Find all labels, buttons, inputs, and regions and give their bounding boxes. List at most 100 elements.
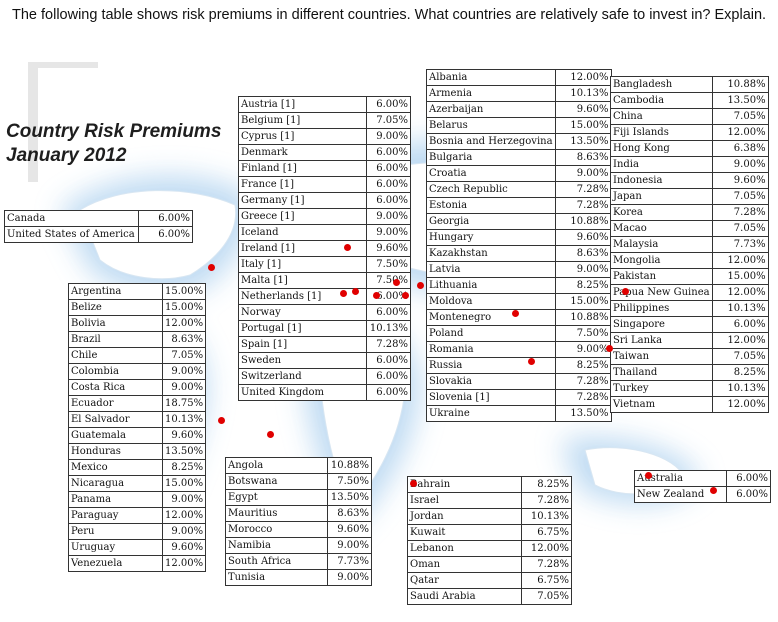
location-marker [352, 288, 359, 295]
risk-premium-value: 6.00% [366, 144, 411, 161]
country-name: Netherlands [1] [238, 288, 367, 305]
country-name: Morocco [225, 521, 328, 538]
country-name: Kazakhstan [426, 245, 556, 262]
table-row: Cambodia 13.50% [610, 92, 769, 109]
country-name: Estonia [426, 197, 556, 214]
table-row: Sri Lanka 12.00% [610, 332, 769, 349]
country-name: Chile [68, 347, 163, 364]
risk-premium-value: 15.00% [554, 293, 612, 310]
table-row: Colombia 9.00% [68, 363, 207, 380]
country-name: Qatar [407, 572, 522, 589]
table-row: Bosnia and Herzegovina 13.50% [426, 133, 612, 150]
risk-premium-value: 7.05% [366, 112, 411, 129]
table-row: Venezuela 12.00% [68, 555, 207, 572]
country-name: Belgium [1] [238, 112, 367, 129]
country-name: Vietnam [610, 396, 713, 413]
risk-premium-value: 6.00% [726, 470, 771, 487]
table-row: Ukraine 13.50% [426, 405, 612, 422]
table-row: Jordan 10.13% [407, 508, 572, 525]
risk-premium-value: 6.00% [366, 192, 411, 209]
risk-premium-value: 9.60% [554, 101, 612, 118]
table-row: Albania 12.00% [426, 69, 612, 86]
table-row: Hong Kong 6.38% [610, 140, 769, 157]
table-row: Sweden 6.00% [238, 352, 411, 369]
table-row: Croatia 9.00% [426, 165, 612, 182]
risk-premium-value: 12.00% [161, 555, 207, 572]
country-name: Bangladesh [610, 76, 713, 93]
risk-premium-value: 6.00% [711, 316, 769, 333]
table-row: Botswana 7.50% [225, 473, 372, 490]
table-row: Australia 6.00% [634, 470, 771, 487]
country-name: Austria [1] [238, 96, 367, 113]
table-row: Singapore 6.00% [610, 316, 769, 333]
frame-bar-top [28, 62, 98, 68]
risk-premium-value: 6.00% [366, 176, 411, 193]
table-row: Oman 7.28% [407, 556, 572, 573]
country-name: Venezuela [68, 555, 163, 572]
table-row: Slovakia 7.28% [426, 373, 612, 390]
table-row: Latvia 9.00% [426, 261, 612, 278]
country-name: Lithuania [426, 277, 556, 294]
table-row: Czech Republic 7.28% [426, 181, 612, 198]
risk-premium-value: 7.05% [711, 348, 769, 365]
country-name: Portugal [1] [238, 320, 367, 337]
table-row: Taiwan 7.05% [610, 348, 769, 365]
country-name: Turkey [610, 380, 713, 397]
risk-premium-value: 10.13% [521, 508, 572, 525]
country-name: Croatia [426, 165, 556, 182]
table-row: Uruguay 9.60% [68, 539, 207, 556]
risk-premium-value: 12.00% [711, 396, 769, 413]
table-row: Spain [1] 7.28% [238, 336, 411, 353]
table-row: Namibia 9.00% [225, 537, 372, 554]
risk-premium-value: 13.50% [554, 133, 612, 150]
country-name: Canada [4, 210, 139, 227]
country-name: Sweden [238, 352, 367, 369]
country-name: India [610, 156, 713, 173]
table-row: Fiji Islands 12.00% [610, 124, 769, 141]
risk-premium-value: 7.28% [554, 181, 612, 198]
country-name: Slovenia [1] [426, 389, 556, 406]
table-row: Japan 7.05% [610, 188, 769, 205]
frame-bar [28, 62, 38, 182]
table-row: Canada 6.00% [4, 210, 193, 227]
location-marker [340, 290, 347, 297]
country-name: Cambodia [610, 92, 713, 109]
risk-premium-value: 12.00% [711, 284, 769, 301]
country-name: Belarus [426, 117, 556, 134]
risk-premium-value: 10.88% [711, 76, 769, 93]
table-row: Lithuania 8.25% [426, 277, 612, 294]
country-name: Israel [407, 492, 522, 509]
risk-premium-value: 13.50% [327, 489, 372, 506]
table-row: Mongolia 12.00% [610, 252, 769, 269]
table-row: Cyprus [1] 9.00% [238, 128, 411, 145]
country-name: Argentina [68, 283, 163, 300]
table-row: Italy [1] 7.50% [238, 256, 411, 273]
location-marker [645, 472, 652, 479]
country-name: Nicaragua [68, 475, 163, 492]
country-name: Angola [225, 457, 328, 474]
country-name: Greece [1] [238, 208, 367, 225]
risk-premium-value: 12.00% [711, 252, 769, 269]
table-row: Turkey 10.13% [610, 380, 769, 397]
risk-premium-value: 9.00% [161, 523, 207, 540]
table-row: Qatar 6.75% [407, 572, 572, 589]
country-name: Poland [426, 325, 556, 342]
table-row: Belize 15.00% [68, 299, 207, 316]
asia-table: Bangladesh 10.88% Cambodia 13.50% China 7.05%… [610, 76, 769, 413]
risk-premium-value: 9.00% [554, 261, 612, 278]
country-name: Moldova [426, 293, 556, 310]
risk-premium-value: 18.75% [161, 395, 207, 412]
risk-premium-value: 9.60% [327, 521, 372, 538]
table-row: Bangladesh 10.88% [610, 76, 769, 93]
table-row: South Africa 7.73% [225, 553, 372, 570]
country-name: Czech Republic [426, 181, 556, 198]
risk-premium-value: 8.63% [554, 245, 612, 262]
risk-premium-value: 8.25% [711, 364, 769, 381]
table-row: United States of America 6.00% [4, 226, 193, 243]
chart-title: Country Risk Premiums January 2012 [6, 120, 221, 168]
risk-premium-value: 6.00% [138, 226, 193, 243]
table-row: Bulgaria 8.63% [426, 149, 612, 166]
location-marker [402, 292, 409, 299]
table-row: Denmark 6.00% [238, 144, 411, 161]
table-row: El Salvador 10.13% [68, 411, 207, 428]
